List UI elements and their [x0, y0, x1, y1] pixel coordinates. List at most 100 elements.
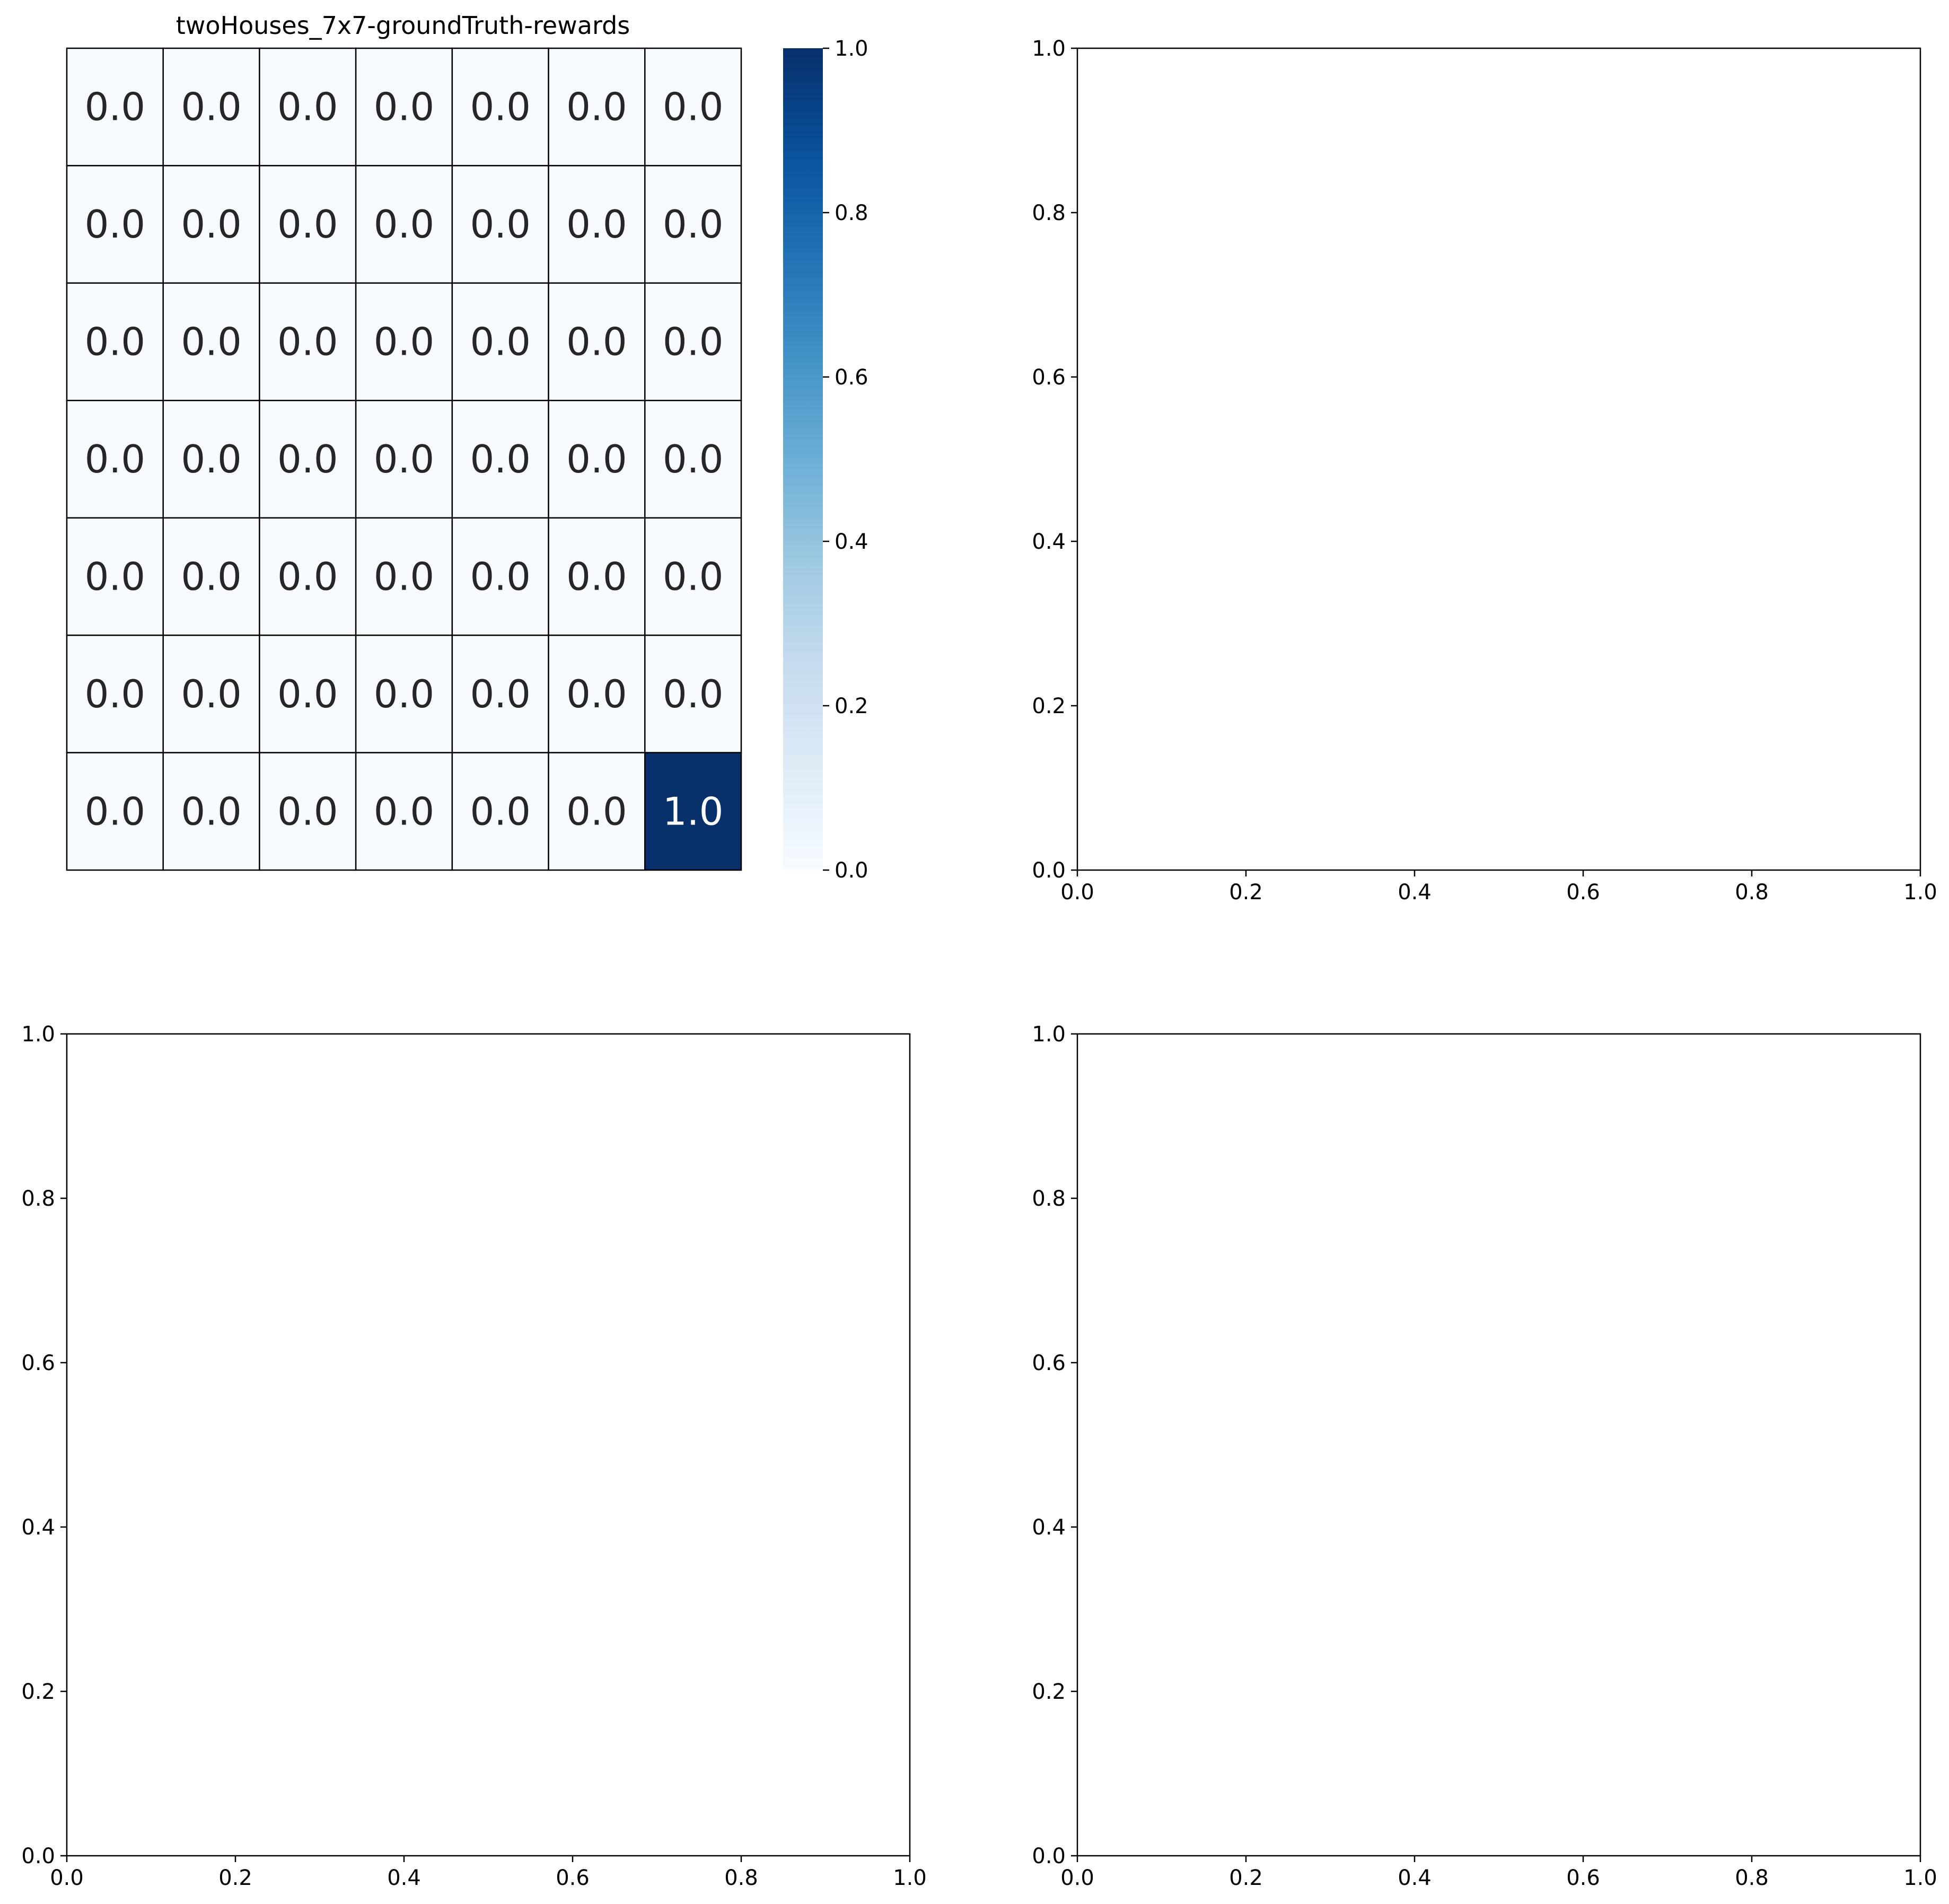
colorbar: 0.0 0.2 0.4 0.6 0.8 1.0 [783, 37, 868, 883]
axes-frame [66, 1033, 911, 1857]
heatmap-cell-label: 0.0 [85, 320, 146, 364]
heatmap-cell [451, 165, 549, 284]
heatmap-cell-label: 0.0 [85, 554, 146, 599]
x-tick-label: 0.2 [1229, 1866, 1263, 1890]
x-tick-label: 0.4 [1398, 880, 1432, 905]
heatmap-cell-label: 0.0 [181, 437, 242, 481]
x-tick-label: 0.4 [1398, 1866, 1432, 1890]
heatmap-cell-label: 1.0 [663, 789, 724, 833]
heatmap-cell [644, 517, 742, 636]
heatmap-cell-label: 0.0 [566, 554, 627, 599]
heatmap-cell-label: 0.0 [470, 85, 531, 129]
heatmap-cell [259, 517, 357, 636]
x-tick-label: 0.4 [387, 1866, 421, 1890]
y-tick-label: 0.4 [1032, 1515, 1066, 1540]
heatmap-cell [162, 47, 260, 166]
heatmap-cell-label: 0.0 [374, 789, 435, 833]
heatmap-cell-label: 0.0 [85, 202, 146, 247]
x-tick-label: 0.2 [218, 1866, 252, 1890]
heatmap-cell-label: 0.0 [277, 672, 338, 716]
y-tick-label: 0.2 [21, 1680, 55, 1704]
empty-axes-group: 0.0 0.2 0.4 0.6 0.8 1.0 0.0 0.2 0.4 0.6 0.8 1.0 0.0 0… [21, 37, 1937, 1890]
colorbar-tick-label: 0.0 [835, 858, 868, 883]
heatmap-cell [162, 634, 260, 753]
heatmap-cell [259, 165, 357, 284]
x-tick-label: 0.6 [1566, 880, 1600, 905]
x-tick-label: 0.6 [556, 1866, 590, 1890]
heatmap-cell [355, 282, 453, 401]
heatmap-cell [548, 752, 646, 871]
heatmap-cell-label: 0.0 [374, 554, 435, 599]
y-tick-label: 0.6 [1032, 365, 1066, 390]
heatmap-cell [644, 282, 742, 401]
heatmap-cell-label: 0.0 [277, 554, 338, 599]
y-tick-label: 0.6 [21, 1351, 55, 1375]
colorbar-gradient [783, 48, 823, 870]
empty-axes-1: 0.0 0.2 0.4 0.6 0.8 1.0 0.0 0.2 0.4 0.6 0.8 1.0 [1032, 37, 1937, 905]
heatmap-cell [355, 752, 453, 871]
heatmap-cell [259, 282, 357, 401]
heatmap-cell [451, 752, 549, 871]
heatmap-cell-label: 0.0 [566, 320, 627, 364]
heatmap-cell [451, 634, 549, 753]
heatmap-cell-label: 0.0 [470, 437, 531, 481]
heatmap-cell [66, 634, 164, 753]
y-tick-label: 0.6 [1032, 1351, 1066, 1375]
y-tick-label: 1.0 [21, 1022, 55, 1047]
heatmap-cell-label: 0.0 [566, 672, 627, 716]
heatmap-panel: twoHouses_7x7-groundTruth-rewards 0.0 0.0… [66, 11, 868, 883]
y-tick-label: 0.0 [1032, 1844, 1066, 1868]
heatmap-cell [548, 165, 646, 284]
heatmap-cell [644, 634, 742, 753]
y-tick-label: 0.0 [1032, 858, 1066, 883]
heatmap-cell [162, 400, 260, 519]
heatmap-cell-label: 0.0 [85, 789, 146, 833]
y-tick-label: 0.2 [1032, 694, 1066, 718]
heatmap-cell-label: 0.0 [181, 320, 242, 364]
heatmap-cell-label: 0.0 [181, 672, 242, 716]
y-tick-label: 0.4 [1032, 530, 1066, 554]
heatmap-cell-label: 0.0 [277, 85, 338, 129]
heatmap-cell-label: 0.0 [374, 202, 435, 247]
heatmap-cell-label: 0.0 [85, 85, 146, 129]
heatmap-cell-label: 0.0 [470, 320, 531, 364]
heatmap-cell [259, 47, 357, 166]
heatmap-cell-label: 0.0 [374, 437, 435, 481]
heatmap-cell [355, 634, 453, 753]
x-tick-label: 0.0 [1060, 880, 1094, 905]
y-tick-label: 0.8 [1032, 1187, 1066, 1211]
heatmap-cell [66, 165, 164, 284]
y-tick-label: 1.0 [1032, 37, 1066, 61]
y-tick-label: 0.8 [21, 1187, 55, 1211]
heatmap-cell [548, 282, 646, 401]
heatmap-cell-label: 0.0 [663, 85, 724, 129]
heatmap-cell-label: 0.0 [470, 789, 531, 833]
x-tick-label: 0.8 [1735, 880, 1769, 905]
heatmap-cell-label: 0.0 [374, 320, 435, 364]
heatmap-cell-label: 0.0 [277, 320, 338, 364]
heatmap-cell [66, 400, 164, 519]
heatmap-cell-label: 0.0 [663, 320, 724, 364]
heatmap-cell [548, 400, 646, 519]
heatmap-cell-label: 0.0 [374, 672, 435, 716]
heatmap-cell-label: 0.0 [181, 202, 242, 247]
heatmap-cell-label: 0.0 [277, 789, 338, 833]
y-tick-label: 1.0 [1032, 1022, 1066, 1047]
heatmap-cell-label: 0.0 [663, 672, 724, 716]
heatmap-cell [451, 282, 549, 401]
heatmap-cell-label: 0.0 [470, 554, 531, 599]
heatmap-cell [259, 752, 357, 871]
colorbar-tick-label: 0.8 [835, 201, 868, 225]
colorbar-tick-label: 0.2 [835, 694, 868, 718]
heatmap-title: twoHouses_7x7-groundTruth-rewards [176, 11, 630, 40]
x-tick-label: 1.0 [893, 1866, 927, 1890]
heatmap-cell [644, 165, 742, 284]
heatmap-cell [644, 400, 742, 519]
heatmap-cell [259, 634, 357, 753]
y-tick-label: 0.4 [21, 1515, 55, 1540]
heatmap-cell-label: 0.0 [566, 437, 627, 481]
heatmap-cell [644, 752, 742, 871]
heatmap-cell [355, 400, 453, 519]
heatmap-cell-label: 0.0 [85, 437, 146, 481]
